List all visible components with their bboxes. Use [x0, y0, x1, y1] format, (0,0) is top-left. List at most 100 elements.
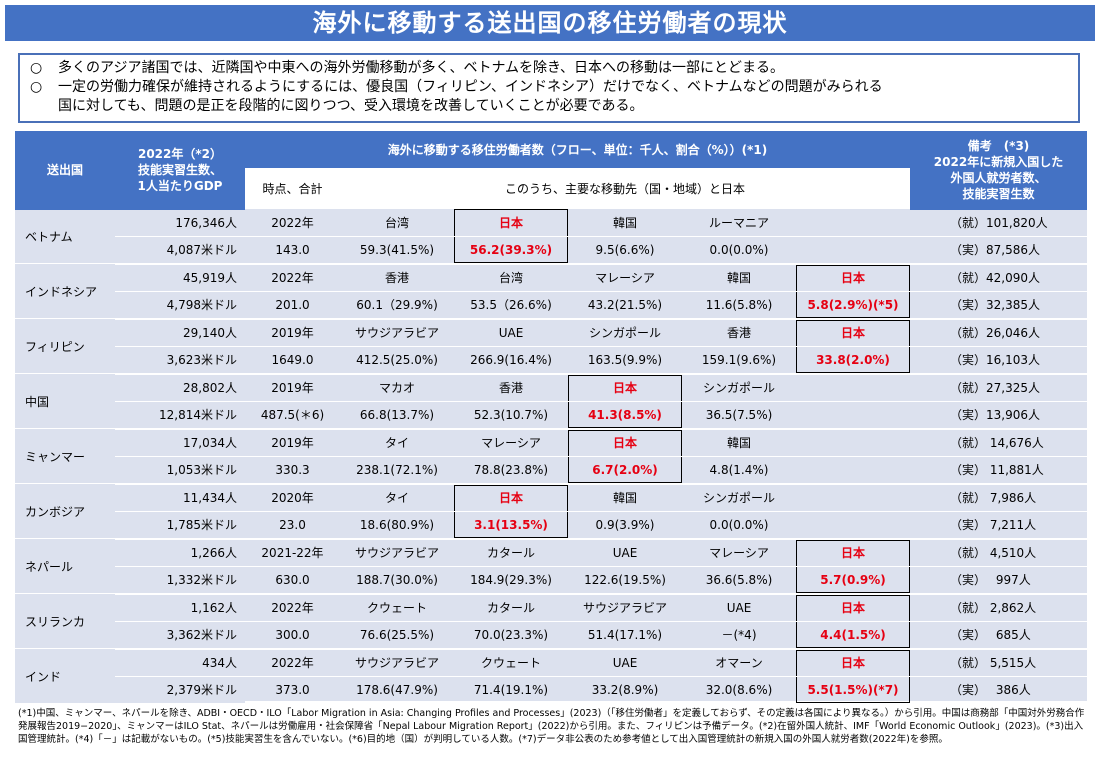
cell-country: ネパール [15, 539, 115, 594]
cell-note-trainees: （実）13,906人 [910, 401, 1087, 429]
cell-note-workers: （就）26,046人 [910, 319, 1087, 347]
cell-destination-value: 70.0(23.3%) [454, 621, 568, 649]
cell-destination-name: 韓国 [568, 484, 682, 512]
cell-note-workers: （就） 14,676人 [910, 429, 1087, 457]
summary-line-3: 国に対しても、問題の是正を段階的に図りつつ、受入環境を改善していくことが必要であ… [30, 97, 1068, 116]
cell-destination-value: 43.2(21.5%) [568, 291, 682, 319]
cell-country: インド [15, 649, 115, 704]
cell-destination-value: 59.3(41.5%) [340, 236, 454, 264]
cell-destination-value: 5.7(0.9%) [796, 566, 910, 594]
cell-destination-name: UAE [682, 594, 796, 622]
cell-year: 2022年 [245, 264, 340, 292]
cell-destination-value [796, 401, 910, 429]
cell-note-workers: （就） 2,862人 [910, 594, 1087, 622]
table-row: 4,087米ドル 143.0 59.3(41.5%) 56.2(39.3%) 9.5(6… [15, 236, 1087, 264]
cell-destination-name: 香港 [454, 374, 568, 402]
cell-destination-value [796, 511, 910, 539]
cell-destination-name: 日本 [796, 264, 910, 292]
cell-destination-name: 日本 [796, 319, 910, 347]
cell-destination-name: クウェート [454, 649, 568, 677]
cell-destination-value: 66.8(13.7%) [340, 401, 454, 429]
cell-destination-name: シンガポール [682, 374, 796, 402]
table-row: 中国 28,802人 2019年 マカオ 香港 日本 シンガポール （就）27,325人 [15, 374, 1087, 402]
cell-year: 2022年 [245, 649, 340, 677]
cell-destination-value: 0.0(0.0%) [682, 236, 796, 264]
table-row: 1,332米ドル 630.0 188.7(30.0%) 184.9(29.3%) 122… [15, 566, 1087, 594]
cell-year: 2020年 [245, 484, 340, 512]
cell-destination-name [796, 429, 910, 457]
cell-destination-name: ルーマニア [682, 209, 796, 236]
cell-destination-value: 33.8(2.0%) [796, 346, 910, 374]
cell-destination-value: 178.6(47.9%) [340, 676, 454, 704]
cell-trainees: 1,266人 [115, 539, 245, 567]
cell-note-workers: （就）42,090人 [910, 264, 1087, 292]
cell-gdp: 1,053米ドル [115, 456, 245, 484]
cell-note-workers: （就）27,325人 [910, 374, 1087, 402]
cell-year: 2019年 [245, 374, 340, 402]
cell-note-workers: （就） 5,515人 [910, 649, 1087, 677]
cell-destination-value: 53.5（26.6%) [454, 291, 568, 319]
cell-destination-value: 266.9(16.4%) [454, 346, 568, 374]
cell-destination-value: 3.1(13.5%) [454, 511, 568, 539]
table-row: 12,814米ドル 487.5(＊6) 66.8(13.7%) 52.3(10.7%)… [15, 401, 1087, 429]
cell-total: 330.3 [245, 456, 340, 484]
cell-destination-name: マレーシア [682, 539, 796, 567]
page-title: 海外に移動する送出国の移住労働者の現状 [5, 5, 1095, 41]
cell-total: 143.0 [245, 236, 340, 264]
summary-line-1: ○ 多くのアジア諸国では、近隣国や中東への海外労働移動が多く、ベトナムを除き、日本… [30, 59, 1068, 78]
cell-destination-name: 日本 [454, 484, 568, 512]
cell-destination-value: 51.4(17.1%) [568, 621, 682, 649]
cell-destination-name: 日本 [568, 374, 682, 402]
cell-destination-value: 32.0(8.6%) [682, 676, 796, 704]
cell-total: 1649.0 [245, 346, 340, 374]
cell-destination-name: サウジアラビア [340, 539, 454, 567]
cell-destination-value: 60.1（29.9%) [340, 291, 454, 319]
cell-country: フィリピン [15, 319, 115, 374]
cell-destination-name: 日本 [796, 594, 910, 622]
cell-destination-value: 36.5(7.5%) [682, 401, 796, 429]
table-row: インド 434人 2022年 サウジアラビア クウェート UAE オマーン 日本 （就） 5,5… [15, 649, 1087, 677]
cell-destination-value: 238.1(72.1%) [340, 456, 454, 484]
cell-destination-value: 163.5(9.9%) [568, 346, 682, 374]
cell-country: インドネシア [15, 264, 115, 319]
cell-destination-value: 188.7(30.0%) [340, 566, 454, 594]
cell-year: 2021-22年 [245, 539, 340, 567]
cell-destination-name: UAE [568, 539, 682, 567]
cell-destination-name: 日本 [454, 209, 568, 236]
cell-year: 2022年 [245, 209, 340, 236]
cell-total: 23.0 [245, 511, 340, 539]
cell-country: カンボジア [15, 484, 115, 539]
summary-box: ○ 多くのアジア諸国では、近隣国や中東への海外労働移動が多く、ベトナムを除き、日本… [18, 53, 1080, 123]
cell-destination-value: 52.3(10.7%) [454, 401, 568, 429]
cell-note-trainees: （実） 685人 [910, 621, 1087, 649]
cell-country: 中国 [15, 374, 115, 429]
cell-destination-value: 412.5(25.0%) [340, 346, 454, 374]
cell-destination-name: 台湾 [454, 264, 568, 292]
cell-destination-name: 日本 [796, 539, 910, 567]
cell-gdp: 2,379米ドル [115, 676, 245, 704]
table-row: ネパール 1,266人 2021-22年 サウジアラビア カタール UAE マレーシア 日本（… [15, 539, 1087, 567]
cell-destination-value: 0.9(3.9%) [568, 511, 682, 539]
table-row: 3,623米ドル 1649.0 412.5(25.0%) 266.9(16.4%) 16… [15, 346, 1087, 374]
cell-note-workers: （就） 4,510人 [910, 539, 1087, 567]
cell-destination-name: カタール [454, 539, 568, 567]
cell-destination-name: 香港 [340, 264, 454, 292]
cell-total: 630.0 [245, 566, 340, 594]
cell-destination-name: UAE [568, 649, 682, 677]
cell-gdp: 12,814米ドル [115, 401, 245, 429]
cell-destination-value: 0.0(0.0%) [682, 511, 796, 539]
cell-destination-name: 日本 [568, 429, 682, 457]
cell-gdp: 3,623米ドル [115, 346, 245, 374]
cell-destination-value: 71.4(19.1%) [454, 676, 568, 704]
cell-destination-value: 33.2(8.9%) [568, 676, 682, 704]
cell-destination-value: 6.7(2.0%) [568, 456, 682, 484]
cell-destination-name: 台湾 [340, 209, 454, 236]
cell-destination-name: サウジアラビア [340, 319, 454, 347]
cell-trainees: 45,919人 [115, 264, 245, 292]
cell-destination-value: 18.6(80.9%) [340, 511, 454, 539]
cell-country: ミャンマー [15, 429, 115, 484]
table-row: スリランカ 1,162人 2022年 クウェート カタール サウジアラビア UAE 日本 （就）… [15, 594, 1087, 622]
cell-destination-name: マカオ [340, 374, 454, 402]
cell-destination-name: 香港 [682, 319, 796, 347]
cell-note-trainees: （実） 7,211人 [910, 511, 1087, 539]
